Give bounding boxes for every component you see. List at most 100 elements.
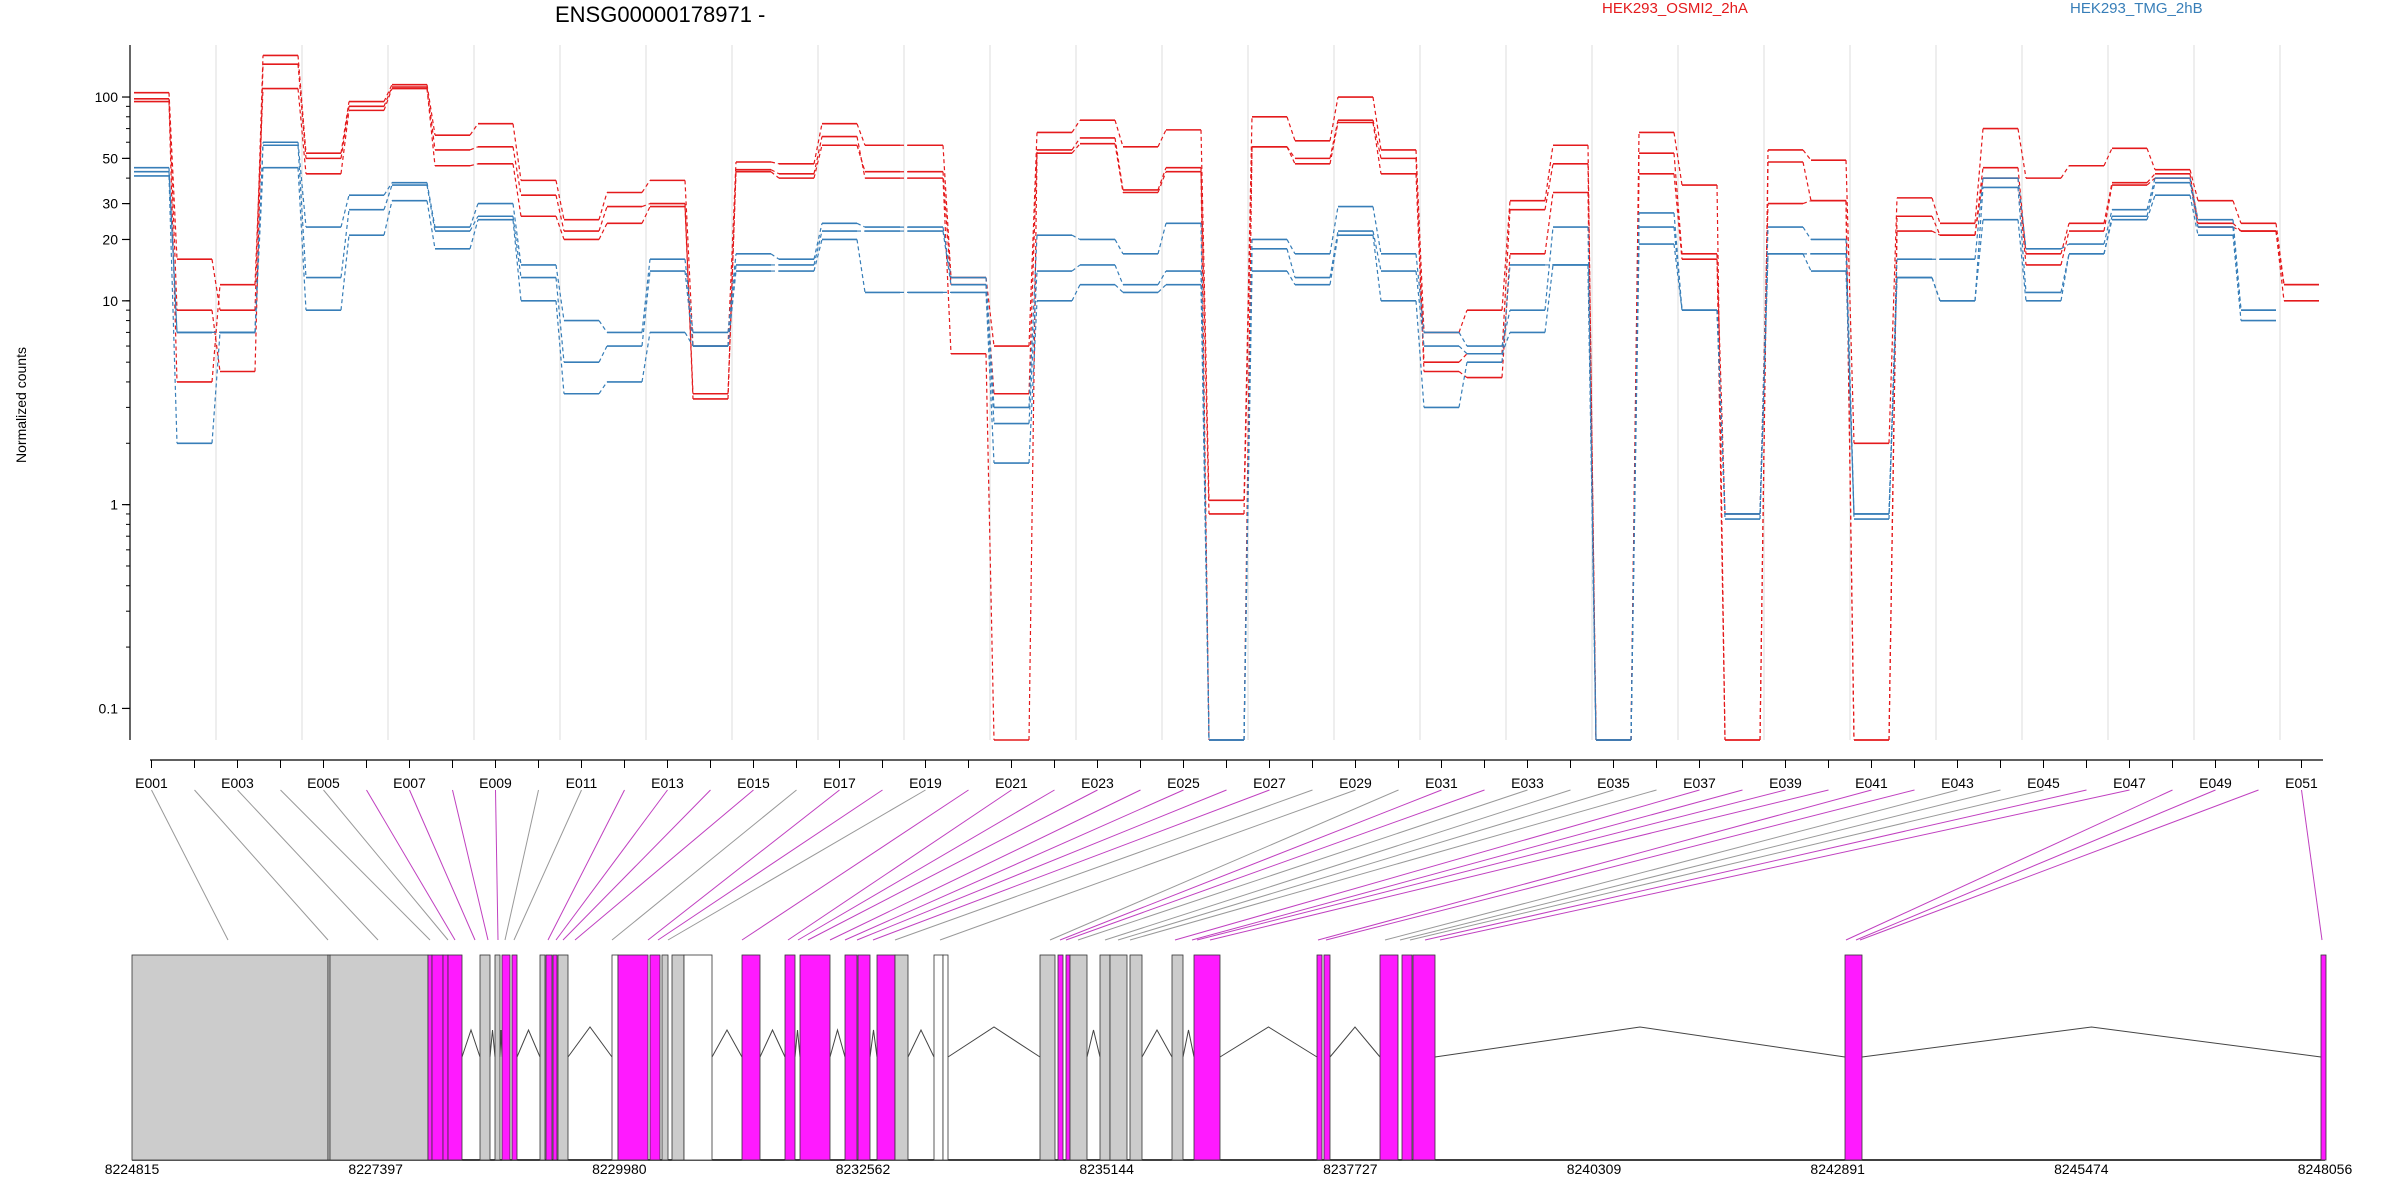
coordinate-label: 8224815 bbox=[105, 1161, 160, 1177]
series-connector bbox=[340, 195, 350, 228]
series-connector bbox=[727, 253, 737, 333]
exon-connector bbox=[1129, 789, 1657, 941]
series-connector bbox=[1587, 264, 1597, 741]
exon-bin bbox=[611, 954, 619, 1161]
series-connector bbox=[254, 64, 264, 372]
exon-connector bbox=[611, 789, 797, 941]
series-connector bbox=[1200, 223, 1210, 741]
intron-line bbox=[907, 1028, 935, 1058]
intron-line bbox=[1434, 1026, 1846, 1058]
series-connector bbox=[1200, 171, 1210, 741]
x-tick-label: E035 bbox=[1597, 775, 1630, 791]
series-connector bbox=[985, 292, 995, 464]
series-connector bbox=[340, 106, 350, 159]
series-HEK293_TMG_2hB bbox=[134, 166, 2276, 741]
intron-line bbox=[1086, 1029, 1101, 1058]
series-connector bbox=[340, 101, 350, 154]
series-connector bbox=[1071, 137, 1081, 151]
exon-connector bbox=[939, 789, 1356, 941]
series-connector bbox=[1759, 253, 1769, 520]
series-connector bbox=[2189, 182, 2199, 228]
series-connector bbox=[1544, 192, 1554, 254]
exon-connector bbox=[1855, 789, 2216, 941]
series-connector bbox=[856, 123, 866, 146]
genomic-coordinate-axis: 8224815 8227397 8229980 8232562 8235144 82377… bbox=[105, 1161, 2353, 1177]
exon-bin bbox=[876, 954, 896, 1161]
series-connector bbox=[2146, 173, 2156, 184]
x-tick-label: E051 bbox=[2285, 775, 2318, 791]
series-connector bbox=[426, 182, 436, 228]
series-connector bbox=[469, 163, 479, 167]
exon-connector bbox=[1424, 789, 2087, 941]
series-connector bbox=[1157, 223, 1167, 255]
series-connector bbox=[1673, 132, 1683, 186]
legend-series-tmg: HEK293_TMG_2hB bbox=[2070, 0, 2203, 17]
series-connector bbox=[1845, 200, 1855, 741]
series-connector bbox=[383, 88, 393, 111]
exon-connector bbox=[1317, 789, 1872, 941]
series-connector bbox=[1286, 248, 1296, 278]
series-connector bbox=[1114, 264, 1124, 285]
series-connector bbox=[469, 146, 479, 151]
x-tick-label: E015 bbox=[737, 775, 770, 791]
series-connector bbox=[1157, 171, 1167, 193]
series-connector bbox=[1888, 231, 1898, 741]
series-connector bbox=[2060, 243, 2070, 250]
exon-connector bbox=[1117, 789, 1614, 941]
exon-bin bbox=[2320, 954, 2327, 1161]
series-connector bbox=[1458, 353, 1468, 363]
exon-connector bbox=[504, 789, 539, 941]
series-connector bbox=[856, 239, 866, 293]
series-connector bbox=[942, 178, 952, 354]
exon-connector bbox=[1399, 789, 2001, 941]
exon-connector bbox=[1325, 789, 1915, 941]
series-connector bbox=[340, 235, 350, 311]
exon-connector bbox=[280, 789, 431, 941]
series-connector bbox=[2103, 148, 2113, 167]
intron-line bbox=[829, 1028, 846, 1058]
coordinate-label: 8227397 bbox=[348, 1161, 403, 1177]
series-connector bbox=[1716, 310, 1726, 514]
x-tick-label: E013 bbox=[651, 775, 684, 791]
exon-bin bbox=[427, 954, 433, 1161]
series-connector bbox=[1544, 264, 1554, 333]
coordinate-label: 8242891 bbox=[1810, 1161, 1865, 1177]
series-connector bbox=[1071, 264, 1081, 272]
series-connector bbox=[942, 145, 952, 278]
series-connector bbox=[1845, 253, 1855, 520]
series-connector bbox=[1372, 122, 1382, 174]
series-connector bbox=[2146, 194, 2156, 220]
series-connector bbox=[1114, 137, 1124, 191]
x-tick-label: E009 bbox=[479, 775, 512, 791]
series-connector bbox=[168, 175, 178, 444]
exon-bin bbox=[1844, 954, 1863, 1161]
series-connector bbox=[297, 142, 307, 228]
series-connector bbox=[555, 277, 565, 363]
series-connector bbox=[1286, 116, 1296, 141]
exon-connector bbox=[1859, 789, 2259, 941]
series-connector bbox=[1802, 200, 1812, 205]
exon-connector bbox=[495, 789, 499, 941]
y-tick-label: 10 bbox=[102, 293, 118, 309]
exon-bin bbox=[1099, 954, 1111, 1161]
intron-line bbox=[759, 1028, 786, 1058]
series-connector bbox=[2060, 253, 2070, 301]
series-connector bbox=[168, 98, 178, 311]
exon-connector bbox=[452, 789, 489, 941]
series-connector bbox=[1501, 332, 1511, 354]
x-tick-label: E037 bbox=[1683, 775, 1716, 791]
series-connector bbox=[1888, 277, 1898, 514]
series-connector bbox=[383, 184, 393, 210]
series-connector bbox=[512, 163, 522, 217]
series-connector bbox=[1544, 163, 1554, 210]
series-HEK293_TMG_2hB bbox=[134, 141, 2276, 741]
series-connector bbox=[684, 180, 694, 347]
series-connector bbox=[383, 84, 393, 102]
exon-bin bbox=[1069, 954, 1088, 1161]
y-tick-label: 100 bbox=[95, 89, 119, 105]
series-connector bbox=[2232, 200, 2242, 224]
exon-bin bbox=[494, 954, 501, 1161]
exon-bin bbox=[933, 954, 944, 1161]
exon-bin bbox=[671, 954, 685, 1161]
y-tick-label: 20 bbox=[102, 231, 118, 247]
